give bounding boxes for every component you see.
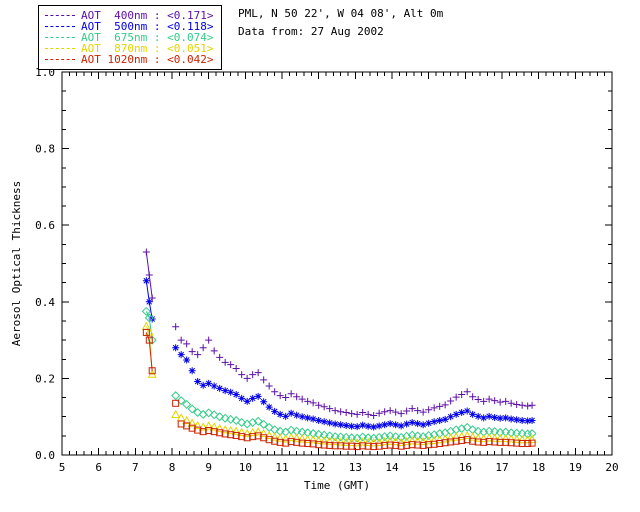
legend-label-aot-675nm: AOT 675nm : <0.074> [81, 31, 214, 44]
plot-header: PML, N 50 22', W 04 08', Alt 0m Data fro… [238, 5, 443, 41]
legend-entry-aot-500nm: AOT 500nm : <0.118> [45, 21, 213, 32]
svg-text:0.2: 0.2 [35, 372, 55, 385]
legend-line-sample-aot-675nm [45, 37, 75, 38]
legend-label-aot-400nm: AOT 400nm : <0.171> [81, 9, 214, 22]
x-axis-title: Time (GMT) [304, 479, 370, 492]
legend-line-sample-aot-1020nm [45, 59, 75, 60]
legend-entry-aot-1020nm: AOT 1020nm : <0.042> [45, 54, 213, 65]
svg-text:11: 11 [275, 461, 288, 474]
legend-label-aot-1020nm: AOT 1020nm : <0.042> [81, 53, 214, 66]
svg-text:20: 20 [605, 461, 618, 474]
svg-text:13: 13 [349, 461, 362, 474]
svg-text:9: 9 [205, 461, 212, 474]
svg-text:17: 17 [495, 461, 508, 474]
svg-text:15: 15 [422, 461, 435, 474]
legend-box: AOT 400nm : <0.171> AOT 500nm : <0.118> AO… [38, 5, 223, 70]
svg-text:6: 6 [95, 461, 102, 474]
axes [61, 71, 613, 456]
svg-text:10: 10 [239, 461, 252, 474]
svg-text:0.8: 0.8 [35, 143, 55, 156]
series-aot-500nm [142, 277, 536, 431]
svg-text:18: 18 [532, 461, 545, 474]
svg-text:7: 7 [132, 461, 139, 474]
series-aot-1020nm [142, 328, 536, 451]
legend-line-sample-aot-870nm [45, 48, 75, 49]
legend-entry-aot-400nm: AOT 400nm : <0.171> [45, 10, 213, 21]
svg-text:14: 14 [385, 461, 399, 474]
legend-line-sample-aot-400nm [45, 15, 75, 16]
tick-labels: 5 6 7 8 9 10 11 12 13 14 15 16 17 18 19 20 0.0 0.2 0.4 0.6 0… [35, 66, 619, 474]
legend-entry-aot-870nm: AOT 870nm : <0.051> [45, 43, 213, 54]
axis-titles: Time (GMT) Aerosol Optical Thickness [10, 181, 370, 492]
y-axis-title: Aerosol Optical Thickness [10, 181, 23, 347]
svg-text:0.6: 0.6 [35, 219, 55, 232]
series-aot-870nm [141, 321, 537, 447]
station-location-text: PML, N 50 22', W 04 08', Alt 0m [238, 7, 444, 20]
series-aot-675nm [141, 306, 537, 443]
svg-text:16: 16 [459, 461, 472, 474]
svg-text:12: 12 [312, 461, 325, 474]
svg-text:5: 5 [59, 461, 66, 474]
svg-text:19: 19 [569, 461, 582, 474]
legend-line-sample-aot-500nm [45, 26, 75, 27]
svg-text:0.0: 0.0 [35, 449, 55, 462]
legend-label-aot-500nm: AOT 500nm : <0.118> [81, 20, 214, 33]
legend-label-aot-870nm: AOT 870nm : <0.051> [81, 42, 214, 55]
legend-entry-aot-675nm: AOT 675nm : <0.074> [45, 32, 213, 43]
series-aot-400nm [142, 248, 536, 420]
data-date-text: Data from: 27 Aug 2002 [238, 25, 384, 38]
svg-text:0.4: 0.4 [35, 296, 55, 309]
svg-text:8: 8 [169, 461, 176, 474]
